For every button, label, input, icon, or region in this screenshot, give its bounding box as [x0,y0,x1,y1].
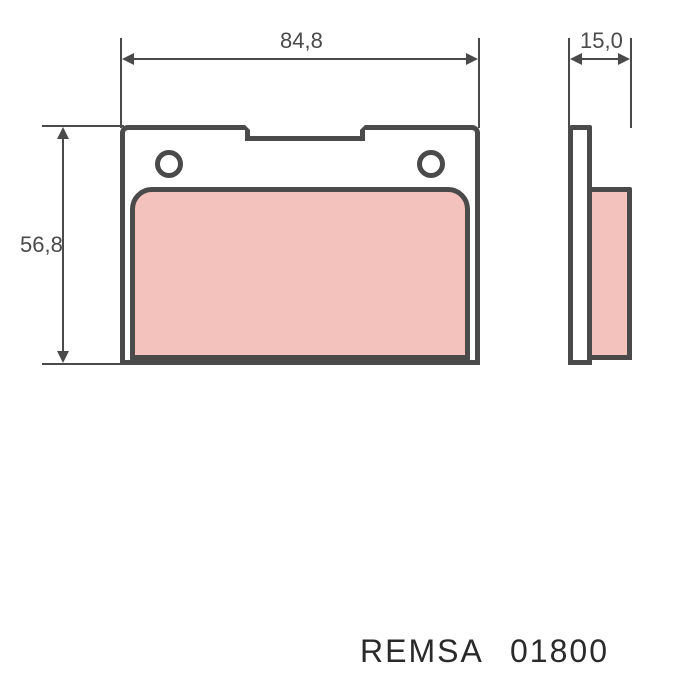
ext-line [120,38,122,128]
friction-material [130,187,470,360]
dim-thickness-label: 15,0 [580,28,623,54]
brand-name: REMSA [360,633,484,670]
ext-line [478,38,480,128]
mounting-hole-left [155,150,183,178]
part-number: 01800 [510,633,609,670]
side-friction-material [587,187,632,360]
brake-pad-side-view [568,125,632,365]
top-cutout [245,125,365,141]
dim-thickness-line [580,58,620,60]
ext-line [42,363,124,365]
diagram-stage: 84,8 56,8 15,0 REMSA 01800 [0,0,700,700]
ext-line [568,38,570,128]
dim-height-label: 56,8 [20,232,63,258]
brake-pad-face-view [120,125,480,365]
mounting-hole-right [417,150,445,178]
dim-width-label: 84,8 [280,28,323,54]
ext-line [630,38,632,128]
dim-width-line [132,58,468,60]
ext-line [42,125,124,127]
